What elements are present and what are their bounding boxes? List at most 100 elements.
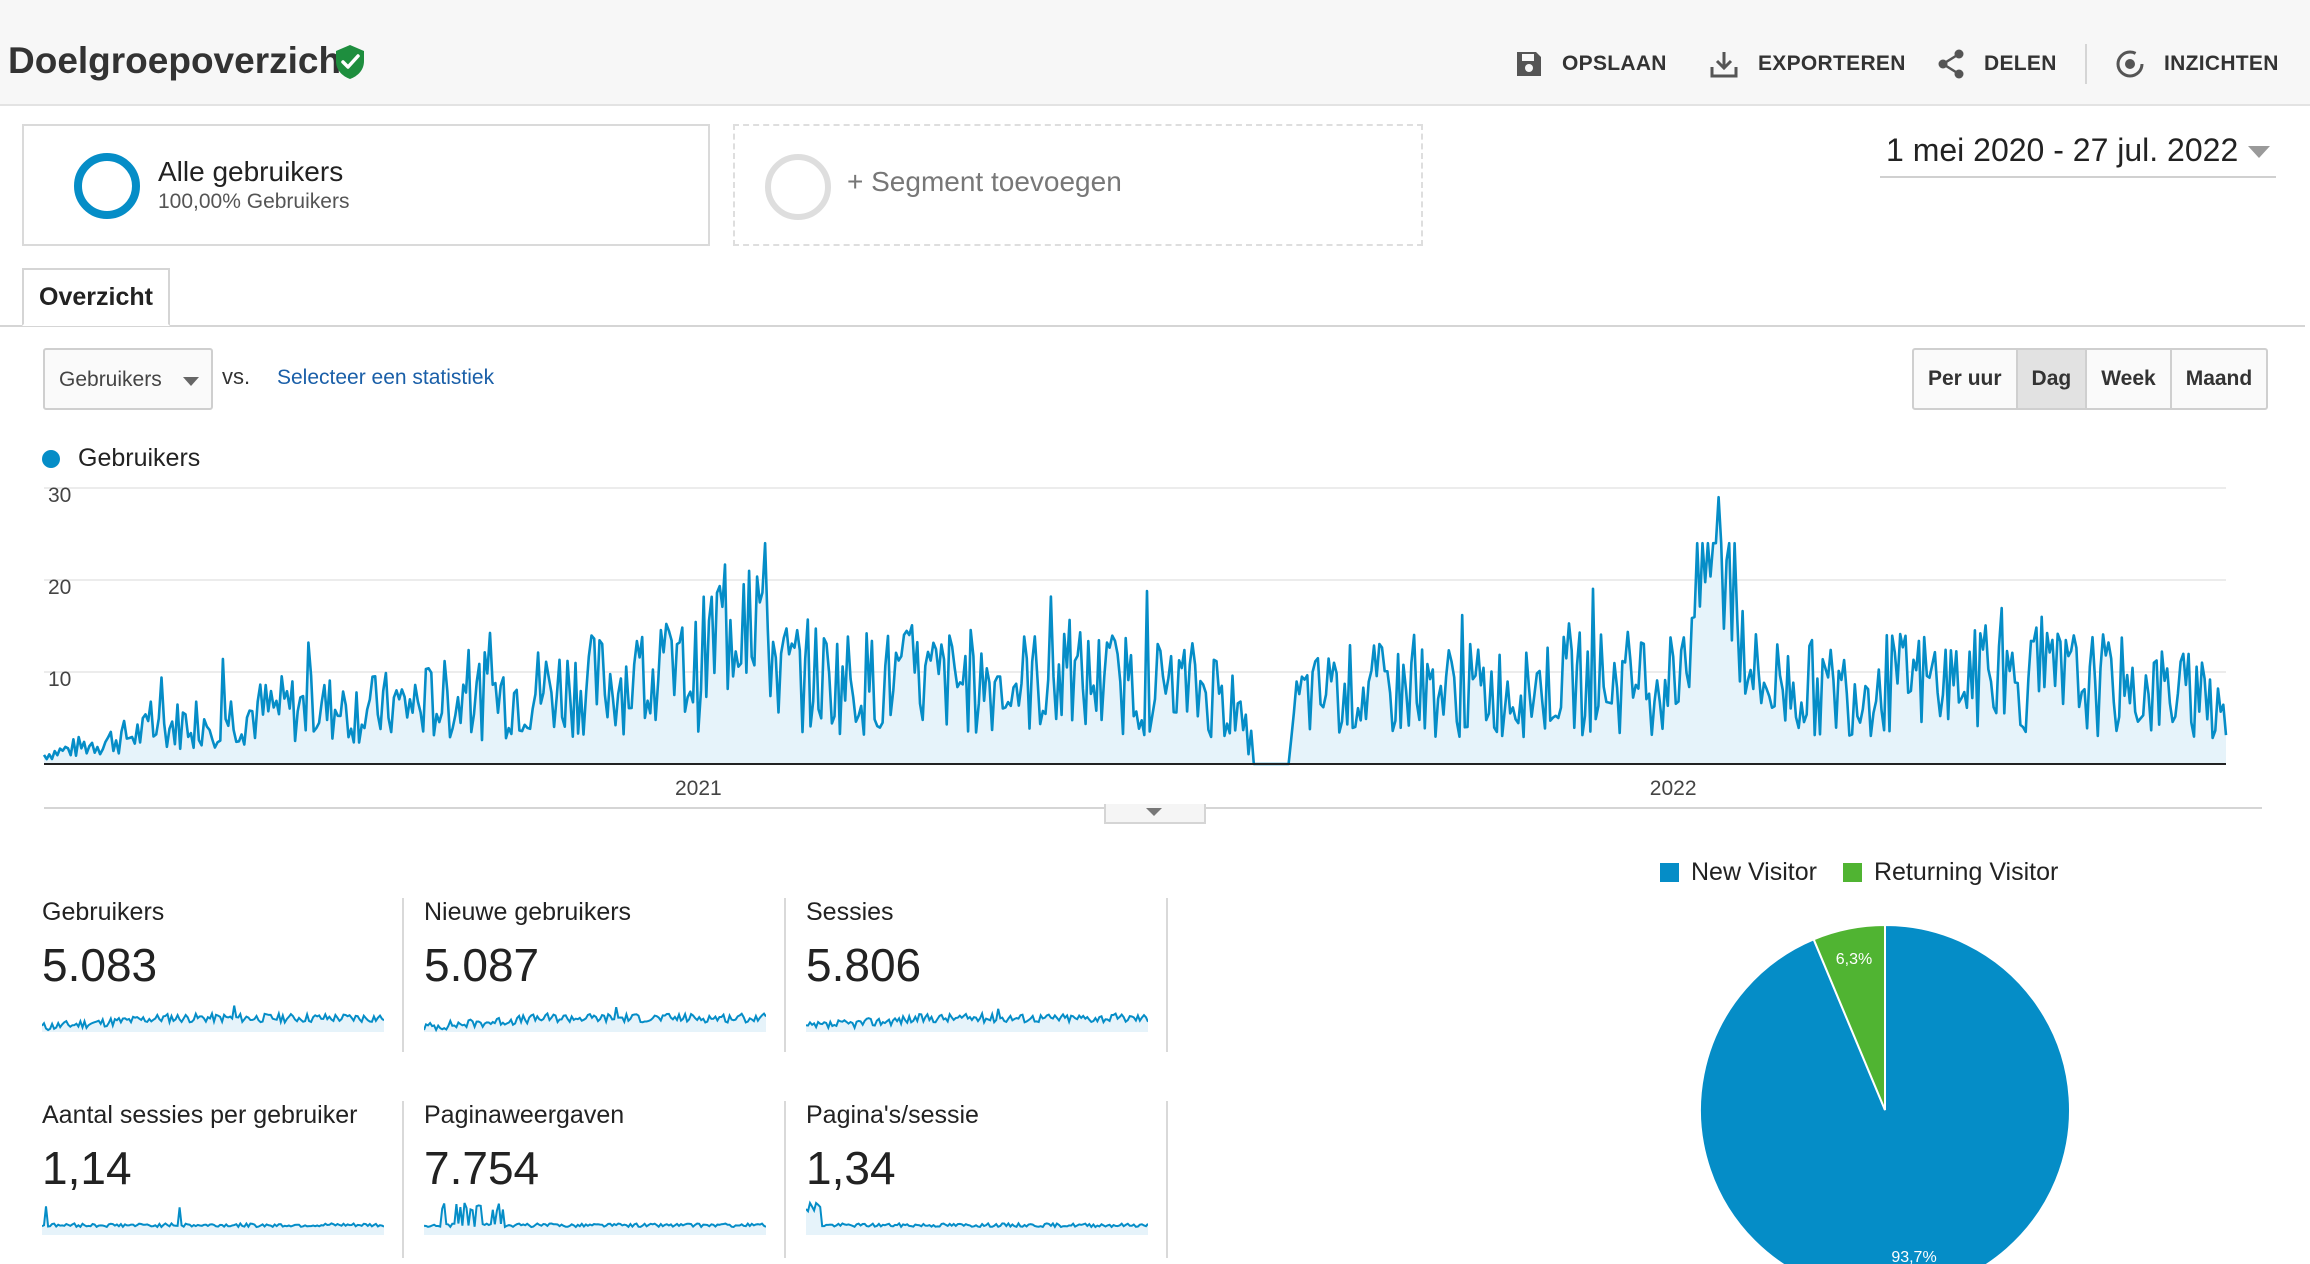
kpi-label: Pagina's/sessie <box>806 1101 979 1129</box>
sparkline-line <box>42 1005 384 1032</box>
legend-swatch-new <box>1660 863 1679 882</box>
segment-share: 100,00% Gebruikers <box>158 190 350 213</box>
sparkline-line <box>424 1007 766 1033</box>
kpi-sparkline <box>42 1206 384 1235</box>
vs-label: vs. <box>222 364 251 389</box>
pie-legend-item: New Visitor <box>1660 858 1817 887</box>
kpi-gebruikers: Gebruikers 5.083 <box>42 898 424 1054</box>
legend-swatch-returning <box>1842 863 1862 882</box>
kpi-nieuwe-gebruikers: Nieuwe gebruikers 5.087 <box>424 898 806 1054</box>
kpi-label: Paginaweergaven <box>424 1101 625 1129</box>
export-label: EXPORTEREN <box>1758 52 1906 75</box>
select-metric-link[interactable]: Selecteer een statistiek <box>277 366 495 389</box>
sparkline-line <box>806 1200 1148 1229</box>
kpi-divider <box>402 898 404 1052</box>
sparkline-fill <box>42 1206 384 1235</box>
kpi-sessies: Sessies 5.806 <box>806 898 1188 1054</box>
y-tick-label: 20 <box>48 576 71 599</box>
empty-segment-ring-icon <box>765 154 831 220</box>
area-fill <box>44 497 2226 764</box>
date-range-label: 1 mei 2020 - 27 jul. 2022 <box>1886 132 2239 168</box>
tab-bar-divider <box>0 325 2305 327</box>
kpi-divider <box>1166 898 1168 1052</box>
insights-label: INZICHTEN <box>2164 52 2279 75</box>
chevron-down-icon <box>1146 808 1162 816</box>
save-icon <box>1517 52 1541 76</box>
sparkline-line <box>42 1206 384 1229</box>
kpi-label: Nieuwe gebruikers <box>424 898 632 926</box>
kpi-value: 5.087 <box>424 939 540 991</box>
segment-name: Alle gebruikers <box>158 156 344 187</box>
kpi-divider <box>784 1101 786 1258</box>
users-over-time-chart: 10 20 30 2021 2022 <box>42 484 2262 809</box>
kpi-sparkline <box>424 1202 766 1235</box>
visitor-type-pie-chart: 6,3% 93,7% <box>1700 923 2071 1264</box>
kpi-label: Gebruikers <box>42 898 165 926</box>
chart-collapse-toggle[interactable] <box>1104 804 1206 824</box>
x-tick-label: 2021 <box>675 777 722 800</box>
kpi-sparkline <box>806 1008 1148 1032</box>
kpi-sparkline <box>42 1005 384 1032</box>
legend-label: Gebruikers <box>78 444 201 472</box>
insights-button[interactable]: INZICHTEN <box>2114 40 2279 88</box>
kpi-paginas-per-sessie: Pagina's/sessie 1,34 <box>806 1101 1188 1257</box>
kpi-value: 5.806 <box>806 939 922 991</box>
share-icon <box>1938 49 1964 79</box>
y-tick-label: 30 <box>48 484 71 507</box>
pie-data-label: 6,3% <box>1836 951 1872 968</box>
sparkline-fill <box>424 1203 766 1235</box>
kpi-sparkline <box>424 1007 766 1033</box>
kpi-divider <box>402 1101 404 1258</box>
add-segment-button[interactable]: + Segment toevoegen <box>733 124 1423 246</box>
pie-legend-label: New Visitor <box>1691 858 1817 886</box>
export-button[interactable]: EXPORTEREN <box>1708 40 1906 88</box>
metric-select[interactable]: Gebruikers <box>43 348 213 410</box>
kpi-sparkline <box>806 1200 1148 1235</box>
granularity-dag[interactable]: Dag <box>2017 350 2088 408</box>
kpi-paginaweergaven: Paginaweergaven 7.754 <box>424 1101 806 1257</box>
share-label: DELEN <box>1984 52 2057 75</box>
granularity-per-uur[interactable]: Per uur <box>1914 350 2018 408</box>
kpi-value: 5.083 <box>42 939 158 991</box>
metric-select-value: Gebruikers <box>59 368 162 391</box>
pie-data-label: 93,7% <box>1891 1249 1936 1264</box>
kpi-label: Aantal sessies per gebruiker <box>42 1101 358 1129</box>
kpi-value: 1,34 <box>806 1142 896 1194</box>
report-header <box>0 0 2310 106</box>
sparkline-fill <box>424 1007 766 1032</box>
share-button[interactable]: DELEN <box>1936 40 2057 88</box>
pie-slice <box>1812 923 1886 1111</box>
kpi-divider <box>784 898 786 1052</box>
kpi-value: 1,14 <box>42 1142 132 1194</box>
chevron-down-icon <box>183 377 199 386</box>
series-line <box>42 495 2228 766</box>
pie-legend-item: Returning Visitor <box>1842 858 2058 887</box>
segment-all-users[interactable]: Alle gebruikers 100,00% Gebruikers <box>22 124 710 246</box>
sparkline-line <box>806 1008 1148 1031</box>
legend-marker <box>42 450 60 468</box>
kpi-sessies-per-gebruiker: Aantal sessies per gebruiker 1,14 <box>42 1101 424 1257</box>
date-range-picker[interactable]: 1 mei 2020 - 27 jul. 2022 <box>1880 126 2276 178</box>
chevron-down-icon <box>2248 146 2270 158</box>
x-tick-label: 2022 <box>1650 777 1697 800</box>
header-divider <box>2085 44 2087 84</box>
save-label: OPSLAAN <box>1562 52 1667 75</box>
insights-icon <box>2116 50 2144 78</box>
tab-overzicht[interactable]: Overzicht <box>22 268 170 326</box>
save-button[interactable]: OPSLAAN <box>1514 40 1667 88</box>
y-tick-label: 10 <box>48 668 71 691</box>
kpi-divider <box>1166 1101 1168 1258</box>
sparkline-line <box>424 1202 766 1229</box>
granularity-week[interactable]: Week <box>2087 350 2172 408</box>
pie-legend: New Visitor Returning Visitor <box>1660 858 2058 887</box>
granularity-toggle: Per uur Dag Week Maand <box>1912 348 2269 410</box>
export-icon <box>1710 52 1738 78</box>
kpi-value: 7.754 <box>424 1142 540 1194</box>
sparkline-fill <box>806 1203 1148 1235</box>
kpi-label: Sessies <box>806 898 894 926</box>
segment-ring-icon <box>74 153 140 219</box>
page-title: Doelgroepoverzicht <box>8 40 354 81</box>
verified-shield-icon <box>336 45 364 79</box>
granularity-maand[interactable]: Maand <box>2185 367 2253 390</box>
add-segment-label: + Segment toevoegen <box>847 166 1122 197</box>
